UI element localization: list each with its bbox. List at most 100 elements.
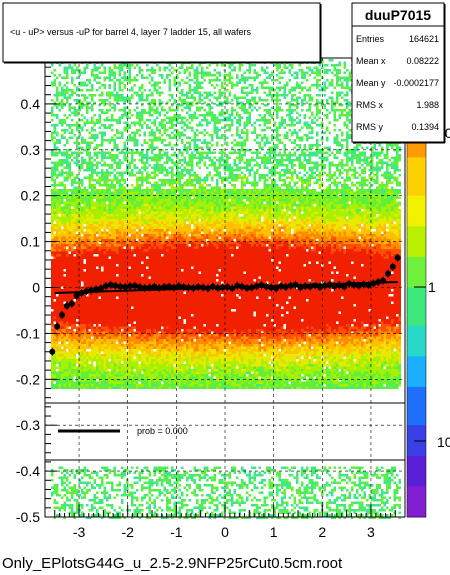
heatmap-cell <box>234 199 237 202</box>
heatmap-cell <box>179 204 182 207</box>
heatmap-cell <box>336 142 339 145</box>
heatmap-cell <box>239 137 242 140</box>
heatmap-cell <box>306 197 309 200</box>
heatmap-cell <box>139 119 142 122</box>
heatmap-cell <box>316 164 319 167</box>
heatmap-cell <box>234 159 237 162</box>
heatmap-cell <box>69 137 72 140</box>
heatmap-cell <box>161 74 164 77</box>
heatmap-cell <box>299 87 302 90</box>
heatmap-cell <box>221 197 224 200</box>
heatmap-cell <box>136 114 139 117</box>
heatmap-cell <box>54 114 57 117</box>
heatmap-cell <box>374 194 377 197</box>
heatmap-cell <box>364 197 367 200</box>
heatmap-cell <box>314 209 317 212</box>
heatmap-cell <box>184 194 187 197</box>
heatmap-cell <box>51 124 54 127</box>
heatmap-cell <box>106 174 109 177</box>
heatmap-cell <box>129 72 132 75</box>
heatmap-cell <box>269 172 272 175</box>
heatmap-cell <box>179 137 182 140</box>
heatmap-cell <box>159 139 162 142</box>
heatmap-cell <box>291 112 294 115</box>
heatmap-cell <box>229 192 232 195</box>
heatmap-cell <box>376 212 379 215</box>
heatmap-cell <box>234 184 237 187</box>
heatmap-cell <box>286 209 289 212</box>
heatmap-cell <box>89 197 92 200</box>
heatmap-cell <box>266 207 269 210</box>
heatmap-cell <box>329 162 332 165</box>
heatmap-cell <box>241 89 244 92</box>
heatmap-cell <box>371 152 374 155</box>
heatmap-cell <box>374 199 377 202</box>
heatmap-cell <box>139 94 142 97</box>
heatmap-cell <box>341 104 344 107</box>
heatmap-cell <box>161 172 164 175</box>
heatmap-cell <box>304 202 307 205</box>
heatmap-cell <box>196 84 199 87</box>
heatmap-cell <box>111 149 114 152</box>
heatmap-cell <box>149 69 152 72</box>
heatmap-cell <box>219 159 222 162</box>
heatmap-cell <box>61 212 64 215</box>
heatmap-cell <box>279 72 282 75</box>
heatmap-cell <box>81 202 84 205</box>
heatmap-cell <box>99 194 102 197</box>
heatmap-cell <box>399 202 402 205</box>
heatmap-cell <box>199 87 202 90</box>
heatmap-cell <box>56 117 59 120</box>
heatmap-cell <box>221 152 224 155</box>
heatmap-cell <box>71 152 74 155</box>
heatmap-cell <box>134 92 137 95</box>
heatmap-cell <box>361 164 364 167</box>
heatmap-cell <box>396 169 399 172</box>
heatmap-cell <box>229 189 232 192</box>
heatmap-cell <box>129 202 132 205</box>
heatmap-cell <box>111 209 114 212</box>
heatmap-cell <box>279 159 282 162</box>
heatmap-cell <box>84 139 87 142</box>
heatmap-cell <box>181 169 184 172</box>
heatmap-cell <box>329 177 332 180</box>
heatmap-cell <box>81 162 84 165</box>
heatmap-cell <box>99 209 102 212</box>
heatmap-cell <box>289 199 292 202</box>
heatmap-cell <box>201 124 204 127</box>
heatmap-cell <box>316 99 319 102</box>
heatmap-cell <box>226 189 229 192</box>
heatmap-cell <box>396 204 399 207</box>
heatmap-cell <box>159 149 162 152</box>
heatmap-cell <box>191 199 194 202</box>
heatmap-cell <box>121 94 124 97</box>
heatmap-cell <box>386 164 389 167</box>
heatmap-cell <box>89 159 92 162</box>
heatmap-cell <box>111 117 114 120</box>
heatmap-cell <box>89 82 92 85</box>
heatmap-cell <box>374 179 377 182</box>
heatmap-cell <box>121 132 124 135</box>
heatmap-cell <box>179 209 182 212</box>
heatmap-cell <box>126 64 129 67</box>
heatmap-cell <box>304 114 307 117</box>
heatmap-cell <box>349 189 352 192</box>
heatmap-cell <box>161 169 164 172</box>
heatmap-cell <box>181 187 184 190</box>
heatmap-cell <box>371 157 374 160</box>
heatmap-cell <box>316 162 319 165</box>
heatmap-cell <box>186 164 189 167</box>
heatmap-cell <box>104 152 107 155</box>
heatmap-cell <box>76 192 79 195</box>
heatmap-cell <box>201 187 204 190</box>
heatmap-cell <box>166 169 169 172</box>
heatmap-cell <box>356 207 359 210</box>
heatmap-cell <box>296 134 299 137</box>
heatmap-cell <box>184 207 187 210</box>
heatmap-cell <box>319 204 322 207</box>
heatmap-cell <box>174 194 177 197</box>
heatmap-cell <box>361 182 364 185</box>
heatmap-cell <box>131 152 134 155</box>
heatmap-cell <box>54 127 57 130</box>
heatmap-cell <box>339 109 342 112</box>
